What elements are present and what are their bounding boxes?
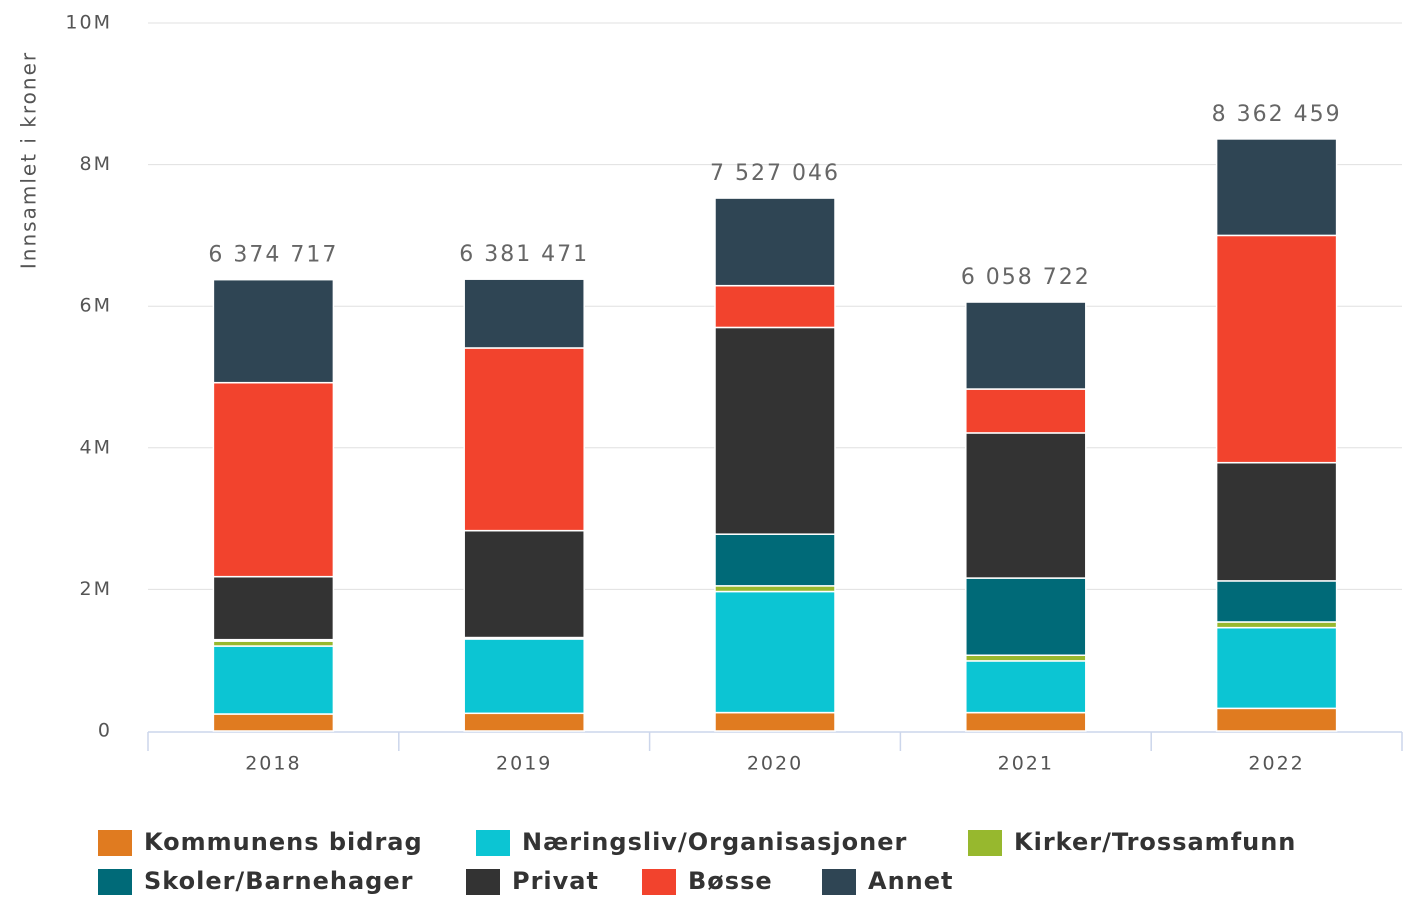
legend-label: Skoler/Barnehager [144, 867, 413, 895]
bar-segment [714, 197, 836, 287]
bar-segment [965, 432, 1087, 579]
y-tick-label: 4M [80, 436, 112, 458]
bar-segment [1215, 626, 1338, 710]
bar-segment [1215, 707, 1338, 732]
bar-segment [714, 711, 836, 732]
bar-segment [212, 381, 335, 578]
legend-swatch [822, 869, 856, 895]
bar-segment [965, 301, 1087, 390]
legend-swatch [98, 869, 132, 895]
bar-segment [463, 529, 585, 639]
x-tick-label: 2022 [1248, 753, 1304, 775]
legend-label: Bøsse [688, 867, 773, 895]
bar-segment [463, 278, 585, 349]
bar-segment [212, 713, 335, 732]
bar-segment [1215, 461, 1338, 582]
x-tick-label: 2021 [998, 753, 1054, 775]
legend-label: Annet [868, 867, 954, 895]
legend-label: Kommunens bidrag [144, 828, 423, 856]
bar-segment [463, 712, 585, 732]
bar-segment [1215, 621, 1338, 629]
bar-segment [212, 575, 335, 641]
bar-segment [714, 326, 836, 535]
x-tick-label: 2019 [496, 753, 552, 775]
legend-swatch [968, 830, 1002, 856]
total-label: 8 362 459 [1212, 102, 1342, 127]
total-label: 6 381 471 [459, 242, 589, 267]
legend-swatch [642, 869, 676, 895]
y-tick-label: 0 [98, 720, 112, 742]
legend-label: Kirker/Trossamfunn [1014, 828, 1296, 856]
bar-segment [1215, 138, 1338, 237]
bar-segment [212, 278, 335, 384]
bar-segment [965, 388, 1087, 434]
bar-segment [965, 660, 1087, 714]
y-tick-label: 6M [80, 295, 112, 317]
legend-swatch [98, 830, 132, 856]
legend-label: Næringsliv/Organisasjoner [522, 828, 907, 856]
bar-segment [965, 654, 1087, 662]
bar-segment [714, 284, 836, 329]
bar-segment [212, 645, 335, 715]
bar-segment [714, 585, 836, 593]
y-tick-label: 8M [80, 153, 112, 175]
legend-label: Privat [512, 867, 599, 895]
bar-segment [463, 638, 585, 715]
bar-segment [965, 577, 1087, 656]
bar-segment [714, 590, 836, 714]
legend-swatch [476, 830, 510, 856]
bar-segment [1215, 234, 1338, 464]
bar-segment [965, 711, 1087, 732]
legend-swatch [466, 869, 500, 895]
x-tick-label: 2018 [245, 753, 301, 775]
y-tick-label: 10M [65, 12, 112, 34]
total-label: 6 374 717 [208, 243, 338, 268]
y-tick-label: 2M [80, 578, 112, 600]
x-tick-label: 2020 [747, 753, 803, 775]
bar-segment [714, 533, 836, 587]
bar-segment [463, 347, 585, 532]
y-axis-title: Innsamlet i kroner [17, 51, 41, 269]
bar-segment [1215, 580, 1338, 623]
total-label: 7 527 046 [710, 161, 840, 186]
total-label: 6 058 722 [961, 265, 1091, 290]
